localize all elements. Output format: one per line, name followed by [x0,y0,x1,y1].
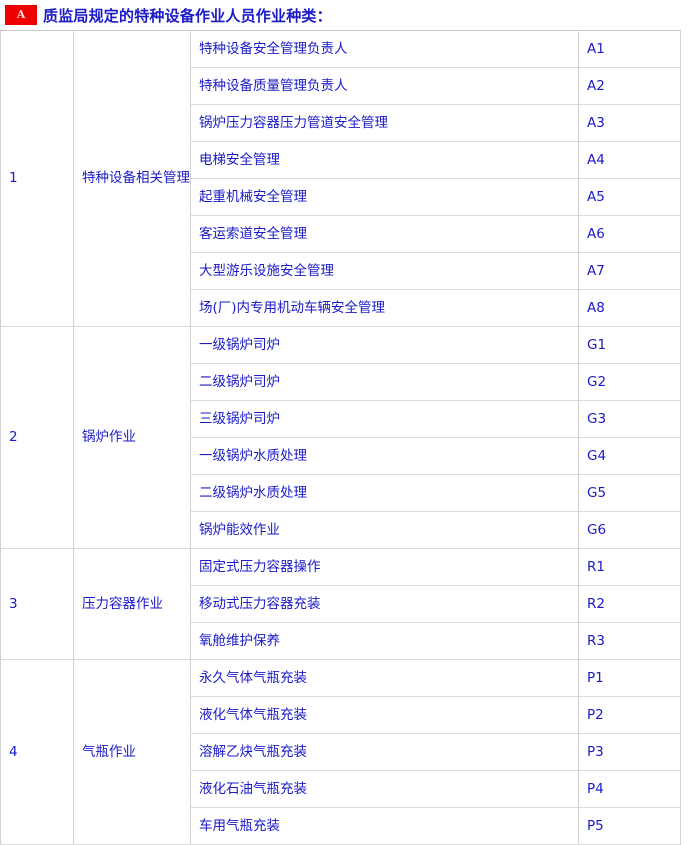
table-row: 二级锅炉水质处理 G5 [1,474,681,512]
group-name-cell: 特种设备相关管理 [73,30,191,327]
table-row: 液化气体气瓶充装 P2 [1,696,681,734]
job-type-cell: 三级锅炉司炉 [190,400,579,438]
job-type-cell: 大型游乐设施安全管理 [190,252,579,290]
job-type-cell: 特种设备质量管理负责人 [190,67,579,105]
job-code-cell: R1 [578,548,681,586]
group-name-cell: 气瓶作业 [73,659,191,845]
job-type-cell: 车用气瓶充装 [190,807,579,845]
table-row: 3 压力容器作业 固定式压力容器操作 R1 [0,548,681,660]
job-code-cell: P5 [578,807,681,845]
job-code-cell: P1 [578,659,681,697]
job-code-cell: G2 [578,363,681,401]
job-type-cell: 液化气体气瓶充装 [190,696,579,734]
table-row: 场(厂)内专用机动车辆安全管理 A8 [1,289,681,327]
job-code-cell: A3 [578,104,681,142]
group-number-cell: 2 [0,326,74,549]
job-code-cell: P4 [578,770,681,808]
table-row: 二级锅炉司炉 G2 [1,363,681,401]
job-type-cell: 二级锅炉司炉 [190,363,579,401]
job-type-cell: 场(厂)内专用机动车辆安全管理 [190,289,579,327]
job-code-cell: G4 [578,437,681,475]
group-number-cell: 1 [0,30,74,327]
table-row: 1 特种设备相关管理 特种设备安全管理负责人 A1 [0,30,681,327]
special-equipment-job-categories-table: 1 特种设备相关管理 特种设备安全管理负责人 A1 特种设备质量管理负责人 A2 锅炉压力容… [0,30,681,845]
table-row: 4 气瓶作业 永久气体气瓶充装 P1 [0,659,681,845]
job-type-cell: 液化石油气瓶充装 [190,770,579,808]
job-type-cell: 一级锅炉水质处理 [190,437,579,475]
job-type-cell: 固定式压力容器操作 [190,548,579,586]
job-code-cell: G1 [578,326,681,364]
job-code-cell: A4 [578,141,681,179]
job-code-cell: G5 [578,474,681,512]
job-type-cell: 特种设备安全管理负责人 [190,30,579,68]
job-type-cell: 溶解乙炔气瓶充装 [190,733,579,771]
table-row: 客运索道安全管理 A6 [1,215,681,253]
job-code-cell: A1 [578,30,681,68]
page-title: 质监局规定的特种设备作业人员作业种类： [43,6,332,25]
table-row: 锅炉压力容器压力管道安全管理 A3 [1,104,681,142]
group-name-cell: 锅炉作业 [73,326,191,549]
table-row: 电梯安全管理 A4 [1,141,681,179]
group-number-cell: 4 [0,659,74,845]
table-row: 大型游乐设施安全管理 A7 [1,252,681,290]
job-code-cell: A7 [578,252,681,290]
job-type-cell: 客运索道安全管理 [190,215,579,253]
job-code-cell: G3 [578,400,681,438]
table-row: 一级锅炉水质处理 G4 [1,437,681,475]
job-type-cell: 电梯安全管理 [190,141,579,179]
table-row: 车用气瓶充装 P5 [1,807,681,845]
table-row: 2 锅炉作业 一级锅炉司炉 G1 [0,326,681,549]
job-code-cell: A2 [578,67,681,105]
job-type-cell: 氧舱维护保养 [190,622,579,660]
table-row: 特种设备质量管理负责人 A2 [1,67,681,105]
job-code-cell: R2 [578,585,681,623]
special-equipment-job-categories-table-wrapper: 1 特种设备相关管理 特种设备安全管理负责人 A1 特种设备质量管理负责人 A2 锅炉压力容… [0,30,681,845]
table-row: 三级锅炉司炉 G3 [1,400,681,438]
group-number-cell: 3 [0,548,74,660]
table-body: 1 特种设备相关管理 特种设备安全管理负责人 A1 特种设备质量管理负责人 A2 锅炉压力容… [0,30,681,845]
table-row: 液化石油气瓶充装 P4 [1,770,681,808]
job-type-cell: 锅炉压力容器压力管道安全管理 [190,104,579,142]
job-type-cell: 移动式压力容器充装 [190,585,579,623]
table-row: 起重机械安全管理 A5 [1,178,681,216]
letter-a-badge-icon: A [5,5,37,25]
job-code-cell: G6 [578,511,681,549]
group-name-cell: 压力容器作业 [73,548,191,660]
job-type-cell: 一级锅炉司炉 [190,326,579,364]
job-type-cell: 永久气体气瓶充装 [190,659,579,697]
job-code-cell: P2 [578,696,681,734]
job-code-cell: A5 [578,178,681,216]
job-type-cell: 二级锅炉水质处理 [190,474,579,512]
page-heading: A 质监局规定的特种设备作业人员作业种类： [0,0,689,30]
job-code-cell: A8 [578,289,681,327]
job-type-cell: 锅炉能效作业 [190,511,579,549]
table-row: 氧舱维护保养 R3 [1,622,681,660]
job-code-cell: A6 [578,215,681,253]
job-type-cell: 起重机械安全管理 [190,178,579,216]
job-code-cell: P3 [578,733,681,771]
job-code-cell: R3 [578,622,681,660]
table-row: 溶解乙炔气瓶充装 P3 [1,733,681,771]
table-row: 移动式压力容器充装 R2 [1,585,681,623]
